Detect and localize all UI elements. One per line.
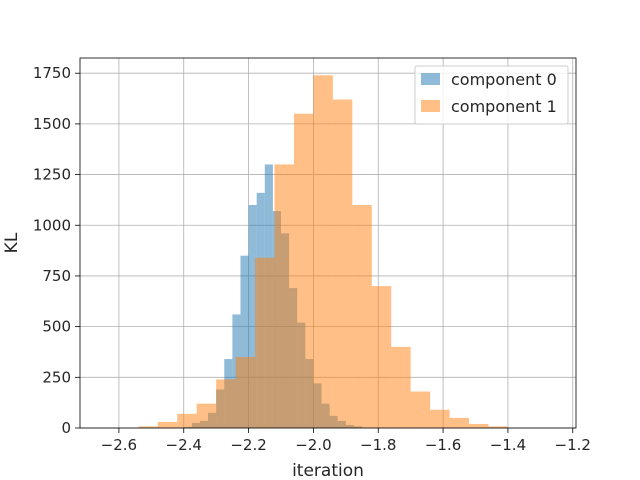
x-tick-label: −2.6 [101, 436, 137, 454]
y-tick-label: 1750 [33, 64, 71, 82]
legend-swatch-component-1 [421, 100, 440, 112]
legend-box [414, 65, 569, 125]
x-tick-label: −1.6 [425, 436, 461, 454]
bar-component-1 [157, 421, 178, 428]
y-tick-label: 0 [61, 419, 71, 437]
x-axis-ticks: −2.6 −2.4 −2.2 −2.0 −1.8 −1.6 −1.4 −1.2 [101, 428, 591, 454]
bar-component-1 [216, 379, 236, 428]
bar-component-1 [177, 413, 197, 428]
x-tick-label: −1.8 [360, 436, 396, 454]
legend: component 0 component 1 [414, 65, 569, 125]
bar-component-1 [371, 286, 392, 428]
plot-frame [79, 57, 577, 429]
bar-component-1 [274, 164, 294, 428]
y-tick-label: 500 [42, 318, 71, 336]
x-tick-label: −2.4 [166, 436, 202, 454]
bar-component-1 [430, 409, 450, 428]
bar-component-1 [488, 426, 508, 428]
legend-label-component-1: component 1 [451, 97, 557, 116]
bar-component-1 [138, 426, 158, 428]
bars [138, 75, 508, 429]
bar-component-0 [248, 204, 257, 428]
x-axis-title: iteration [292, 461, 364, 480]
bar-component-1 [352, 204, 372, 428]
y-tick-label: 1250 [33, 166, 71, 184]
bar-component-0 [240, 255, 249, 428]
bar-component-1 [449, 417, 470, 428]
bar-component-1 [410, 391, 431, 428]
legend-label-component-0: component 0 [451, 70, 557, 89]
bar-component-1 [313, 75, 333, 428]
x-tick-label: −2.2 [230, 436, 266, 454]
x-tick-label: −1.2 [555, 436, 591, 454]
y-axis-title: KL [2, 232, 22, 253]
y-tick-label: 1000 [33, 216, 71, 234]
bar-component-1 [469, 423, 489, 428]
y-tick-label: 750 [42, 267, 71, 285]
legend-swatch-component-0 [421, 73, 440, 85]
y-tick-label: 1500 [33, 115, 71, 133]
y-axis-ticks: 0 250 500 750 1000 1250 1500 1750 [33, 64, 80, 437]
bar-component-1 [391, 346, 411, 428]
x-tick-label: −1.4 [490, 436, 526, 454]
y-tick-label: 250 [42, 368, 71, 386]
bar-component-1 [293, 113, 314, 429]
bar-component-1 [235, 357, 256, 428]
x-tick-label: −2.0 [295, 436, 331, 454]
bar-component-1 [196, 403, 217, 428]
bar-component-1 [332, 99, 353, 428]
bar-component-1 [255, 257, 275, 428]
